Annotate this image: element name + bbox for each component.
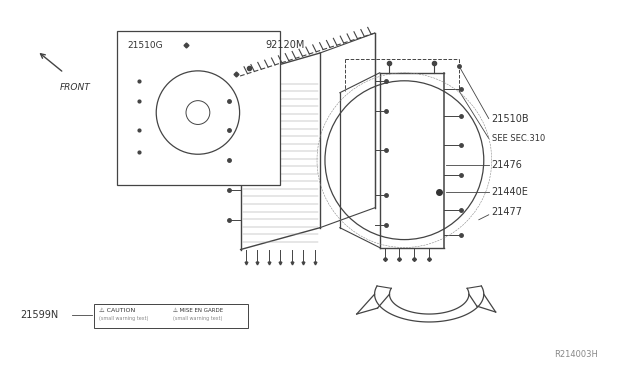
Bar (93, 304, 248, 328)
Text: 92120M: 92120M (266, 40, 305, 50)
Text: (small warning text): (small warning text) (99, 317, 148, 321)
Bar (116, 31, 280, 185)
Text: 21510G: 21510G (127, 41, 163, 49)
Text: R214003H: R214003H (554, 350, 598, 359)
Text: 21440E: 21440E (492, 187, 529, 197)
Text: (small warning text): (small warning text) (173, 317, 223, 321)
Text: 21476: 21476 (492, 160, 523, 170)
Text: SEE SEC.310: SEE SEC.310 (492, 134, 545, 143)
Text: ⚠ CAUTION: ⚠ CAUTION (99, 308, 135, 312)
Text: FRONT: FRONT (60, 83, 91, 92)
Text: 21510B: 21510B (492, 113, 529, 124)
Text: 21477: 21477 (492, 207, 523, 217)
Text: 21599N: 21599N (20, 310, 58, 320)
Text: ⚠ MISE EN GARDE: ⚠ MISE EN GARDE (173, 308, 223, 312)
